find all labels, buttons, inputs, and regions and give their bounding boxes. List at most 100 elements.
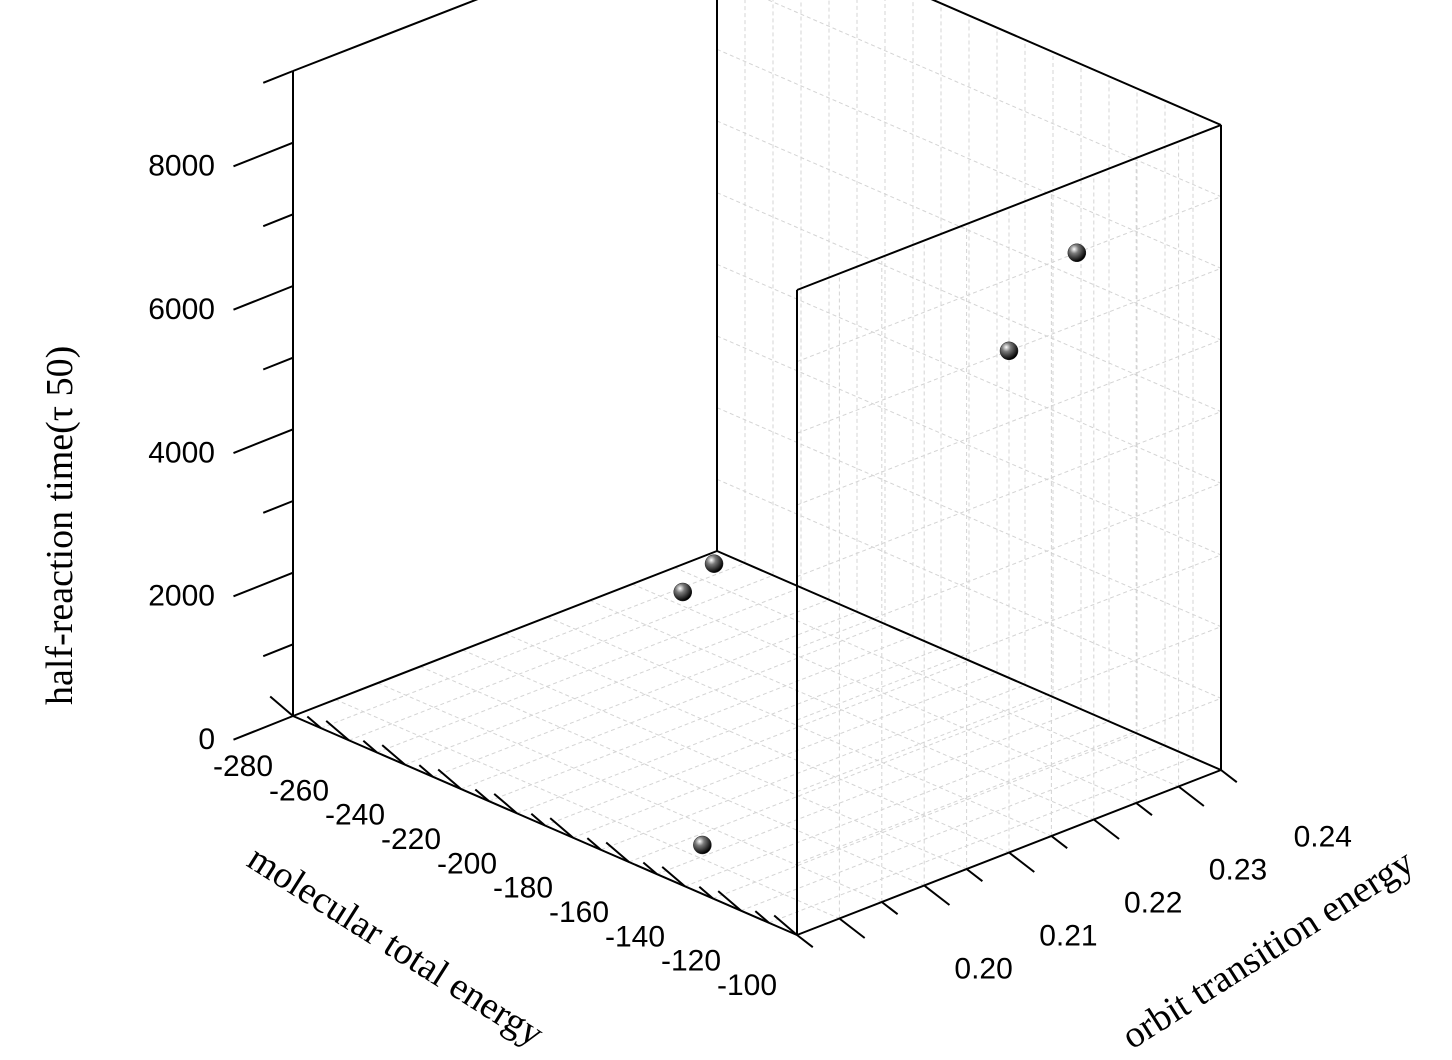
floor-grid-line — [335, 699, 840, 919]
floor-grid-line — [547, 616, 1052, 837]
floor-grid-line — [432, 611, 858, 778]
y-tick-label: 0.23 — [1209, 854, 1267, 887]
x-tick — [754, 910, 770, 924]
x-tick-label: -180 — [493, 872, 553, 905]
z-tick-label: 0 — [198, 723, 215, 756]
x-tick — [437, 768, 462, 790]
floor-grid-line — [348, 574, 774, 741]
x-tick — [605, 841, 630, 863]
wall-grid-line — [716, 120, 1222, 341]
data-point — [999, 341, 1019, 361]
wall-grid-line — [716, 192, 1222, 413]
x-tick-label: -160 — [549, 896, 609, 929]
wall-grid-line — [796, 482, 1222, 649]
x-tick — [306, 715, 322, 729]
wall-grid-line — [796, 411, 1222, 578]
wall-grid-line — [716, 48, 1222, 269]
x-tick — [530, 813, 546, 827]
y-tick — [1050, 835, 1068, 849]
y-tick — [965, 868, 984, 882]
floor-grid-line — [740, 745, 1166, 912]
x-tick-label: -120 — [661, 945, 721, 978]
data-point — [704, 554, 724, 573]
y-tick — [1093, 818, 1120, 840]
z-tick — [233, 715, 294, 741]
x-tick — [381, 744, 406, 766]
wall-grid-line — [716, 263, 1222, 484]
floor-grid-line — [632, 583, 1137, 804]
y-tick — [1008, 851, 1035, 873]
x-tick — [717, 890, 742, 912]
z-tick — [262, 70, 294, 84]
wall-grid-line — [767, 0, 1222, 198]
x-tick — [698, 886, 714, 900]
floor-grid-line — [516, 647, 942, 814]
x-tick-label: -280 — [213, 750, 273, 783]
data-points — [673, 243, 1087, 855]
ticks — [233, 70, 1238, 948]
wall-grid-line — [716, 478, 1222, 699]
z-tick-label: 4000 — [148, 436, 215, 469]
wall-grid-line — [716, 335, 1222, 556]
y-tick-label: 0.21 — [1039, 920, 1097, 953]
data-point — [673, 582, 693, 602]
z-tick — [233, 571, 294, 598]
y-tick — [881, 901, 899, 915]
wall-grid-line — [796, 339, 1222, 506]
box-edge — [292, 0, 479, 72]
z-tick-label: 2000 — [148, 580, 215, 613]
z-tick — [233, 285, 294, 311]
data-point — [1067, 243, 1087, 263]
z-tick — [233, 141, 294, 168]
wall-grid-line — [796, 626, 1222, 793]
x-tick — [773, 914, 798, 936]
y-tick-label: 0.22 — [1124, 887, 1182, 920]
box-edge — [292, 550, 718, 717]
wall-grid-line — [796, 697, 1222, 864]
floor-grid-line — [656, 708, 1082, 875]
data-point — [693, 835, 712, 855]
z-tick — [262, 643, 294, 658]
x-tick-label: -260 — [269, 774, 329, 807]
x-tick — [549, 817, 574, 839]
box-edge — [930, 0, 1222, 126]
floor-grid-line — [572, 672, 998, 839]
y-tick — [923, 884, 951, 906]
y-tick — [838, 917, 866, 939]
x-tick-label: -200 — [437, 847, 497, 880]
z-tick — [262, 500, 294, 514]
floor-grid-line — [420, 666, 925, 886]
box-edge — [716, 550, 1222, 771]
y-tick — [1135, 802, 1153, 816]
x-tick — [474, 788, 490, 802]
box-edge — [796, 124, 1222, 291]
floor-grid-line — [600, 684, 1026, 851]
x-axis-title: molecular total energy — [240, 837, 551, 1055]
grid-lines — [292, 0, 1222, 936]
floor-grid-line — [674, 567, 1179, 787]
x-tick — [586, 837, 602, 851]
x-tick-label: -100 — [717, 969, 777, 1002]
z-tick — [262, 213, 294, 228]
wall-grid-line — [796, 554, 1222, 721]
x-tick — [418, 764, 434, 778]
wall-grid-line — [716, 407, 1222, 628]
floor-grid-line — [504, 633, 1010, 853]
x-tick — [269, 695, 294, 717]
y-tick-label: 0.24 — [1294, 821, 1352, 854]
floor-grid-line — [589, 600, 1094, 820]
y-tick — [1177, 785, 1205, 807]
x-tick-label: -220 — [381, 823, 441, 856]
y-axis-title: orbit transition energy — [1114, 841, 1421, 1058]
z-tick-label: 8000 — [148, 150, 215, 183]
wall-grid-line — [796, 196, 1222, 363]
x-tick-label: -140 — [605, 920, 665, 953]
y-tick-label: 0.20 — [954, 953, 1012, 986]
x-tick — [642, 861, 658, 875]
x-tick — [362, 740, 378, 754]
x-tick — [325, 720, 350, 742]
z-tick-label: 6000 — [148, 293, 215, 326]
axes — [292, 0, 1222, 936]
tick-labels: -280-260-240-220-200-180-160-140-120-100… — [148, 150, 1352, 1002]
